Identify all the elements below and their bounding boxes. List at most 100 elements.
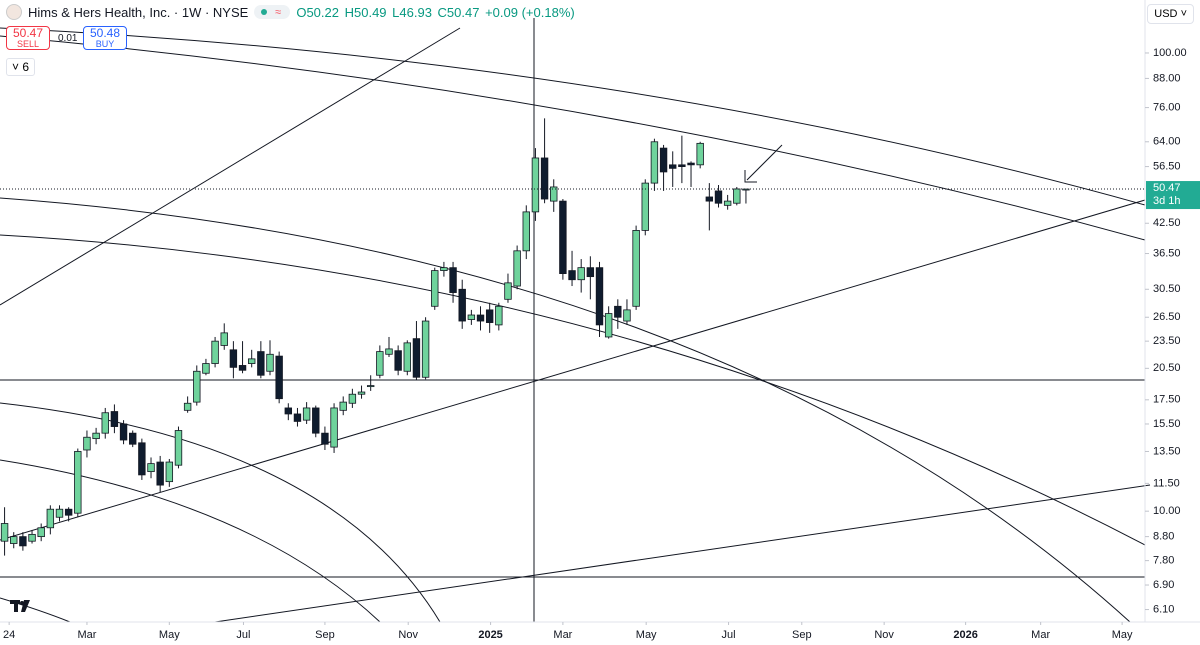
arrow [746,144,783,181]
drawings [0,18,1151,623]
candle-body [293,413,302,422]
candle-body [577,267,585,281]
candle-body [550,186,558,202]
candle-body [183,402,192,411]
candle-body [348,393,357,404]
symbol-title: Hims & Hers Health, Inc. · 1W · NYSE [28,4,249,20]
arrow-head [744,170,757,183]
candle-body [595,267,604,326]
candle-body [266,353,274,372]
candle-body [403,342,411,372]
candle-body [669,164,677,169]
arc [0,402,441,623]
candle-body [83,436,91,451]
candle-body [165,461,174,483]
price-label-bg [1146,181,1200,210]
indicators-toggle[interactable]: ˅ 6 [6,58,36,76]
x-tick-label: Mar [553,629,572,641]
candle-body [522,211,530,252]
candle-body [101,412,109,434]
candle-body [623,309,631,322]
sell-button[interactable]: 50.47 SELL [6,26,50,50]
candle-body [247,358,256,364]
candle-body [440,267,448,272]
y-tick-label: 30.50 [1153,283,1181,295]
candle-body [55,508,64,518]
buy-price: 50.48 [89,26,121,40]
candle-body [513,250,521,287]
candle-body [119,423,128,441]
candle-body [632,230,640,307]
trend-line [214,484,1151,623]
candle-body [302,407,311,421]
candle-body [559,200,567,274]
x-tick-label: Sep [315,629,335,641]
arc [0,459,381,623]
x-tick-label: May [636,629,657,641]
y-tick-label: 13.50 [1153,445,1181,457]
candle-body [394,350,402,371]
spread: 0.01 [58,33,78,44]
y-tick-label: 64.00 [1153,136,1181,148]
candle-body [129,432,137,445]
candle-body [586,267,595,278]
x-tick-label: Mar [77,629,96,641]
x-tick-label: Mar [1031,629,1050,641]
candle-body [421,320,430,378]
y-tick-label: 42.50 [1153,217,1181,229]
buy-button[interactable]: 50.48 BUY [83,26,127,50]
candle-body [467,314,476,320]
candle-body [540,157,549,200]
y-tick-label: 7.80 [1153,555,1174,567]
candle-body [614,305,622,318]
candle-body [376,351,384,376]
x-tick-label: May [159,629,180,641]
candle-body [138,442,146,476]
candle-body [312,407,320,434]
arc [0,234,1146,546]
candle-body [284,407,293,415]
currency-button[interactable]: USD ˅ [1147,4,1194,24]
candle-body [733,188,741,204]
y-tick-label: 56.50 [1153,160,1181,172]
x-tick-label: Jul [236,629,250,641]
candle-body [220,332,228,346]
x-tick-label: 2026 [953,629,977,641]
candle-body [385,348,393,355]
candle-body [678,164,686,167]
currency: USD [1154,8,1178,20]
candle-body [531,157,540,213]
candle-body [211,340,219,364]
candle-body [19,536,27,547]
svg-text:≈: ≈ [275,6,281,18]
indicator-count: 6 [22,60,30,74]
x-tick-label: Jul [722,629,736,641]
candles [0,118,750,556]
y-tick-label: 88.00 [1153,72,1181,84]
candle-body [449,267,457,293]
candle-body [10,536,18,544]
candle-body [357,391,366,395]
y-tick-label: 11.50 [1153,477,1180,489]
candle-body [485,309,494,323]
header: Hims & Hers Health, Inc. · 1W · NYSE ≈ O… [6,4,577,20]
candle-body [641,182,649,231]
tv-logo [10,600,30,612]
candle-body [650,141,659,184]
candle-body [476,314,485,322]
candle-body [156,461,164,486]
ohlc-change: +0.09 (+0.18%) [485,4,575,20]
x-tick-label: 24 [3,629,15,641]
arc [0,35,1146,241]
x-tick-label: May [1112,629,1133,641]
ohlc-close: C50.47 [437,4,480,20]
ohlc-high: H50.49 [344,4,387,20]
candle-body [330,407,338,448]
y-tick-label: 6.10 [1153,603,1174,615]
y-tick-label: 100.00 [1153,47,1187,59]
ohlc-open: O50.22 [296,4,339,20]
candle-body [110,411,119,427]
candle-body [174,430,183,466]
candle-body [659,147,668,173]
